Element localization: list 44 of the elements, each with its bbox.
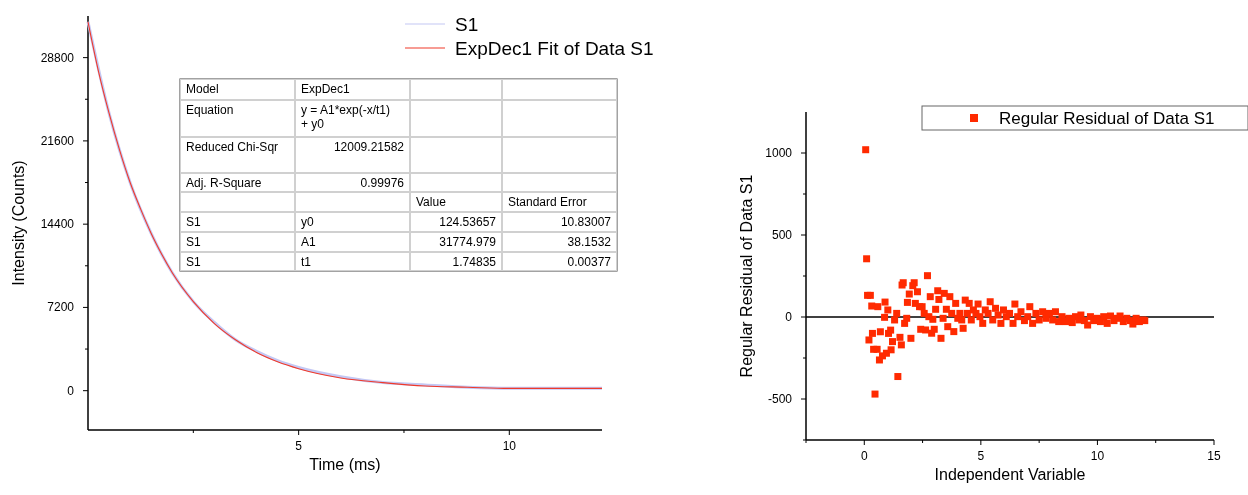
annotation: 10.83007: [560, 215, 612, 229]
y-axis-title: Intensity (Counts): [10, 160, 27, 286]
legend-label: ExpDec1 Fit of Data S1: [455, 38, 654, 59]
annotation: Model: [186, 82, 219, 96]
y-tick-label: 14400: [40, 217, 75, 232]
annotation: y = A1*exp(-x/t1) + y0: [301, 103, 391, 131]
y-tick-label: 21600: [40, 133, 75, 148]
annotation: Equation: [186, 103, 234, 117]
y-tick-label: -500: [767, 392, 793, 406]
annotation: 0.00377: [567, 255, 612, 269]
annotation: y0: [301, 215, 314, 229]
x-tick-label: 10: [502, 439, 517, 453]
annotation: Standard Error: [508, 195, 587, 209]
x-tick-label: 5: [977, 449, 985, 463]
x-axis-title: Time (ms): [309, 456, 381, 473]
annotation: 124.53657: [439, 215, 497, 229]
y-tick-label: 0: [785, 310, 793, 324]
annotation: Value: [416, 195, 447, 209]
annotation: 38.1532: [567, 235, 612, 249]
y-tick-label: 7200: [47, 300, 75, 315]
y-axis-title: Regular Residual of Data S1: [738, 174, 755, 378]
annotation: S1: [186, 215, 201, 229]
x-tick-label: 10: [1090, 449, 1105, 463]
y-tick-label: 28800: [40, 50, 75, 65]
annotation: t1: [301, 255, 312, 269]
annotation: Adj. R-Square: [186, 176, 262, 190]
x-tick-label: 5: [295, 439, 303, 453]
y-tick-label: 500: [771, 228, 793, 242]
x-axis-title: Independent Variable: [934, 466, 1086, 483]
legend-label: S1: [455, 14, 479, 35]
y-tick-label: 1000: [765, 146, 793, 160]
annotation: ExpDec1: [301, 82, 351, 96]
x-tick-label: 0: [860, 449, 868, 463]
annotation: S1: [186, 235, 201, 249]
y-tick-label: 0: [67, 383, 75, 398]
annotation: Reduced Chi-Sqr: [186, 140, 279, 154]
x-tick-label: 15: [1207, 449, 1221, 463]
annotation: 1.74835: [452, 255, 497, 269]
annotation: 0.99976: [360, 176, 405, 190]
annotation: A1: [301, 235, 316, 249]
legend-label: Regular Residual of Data S1: [999, 109, 1215, 128]
annotation: 12009.21582: [333, 140, 405, 154]
annotation: S1: [186, 255, 201, 269]
annotation: 31774.979: [439, 235, 497, 249]
